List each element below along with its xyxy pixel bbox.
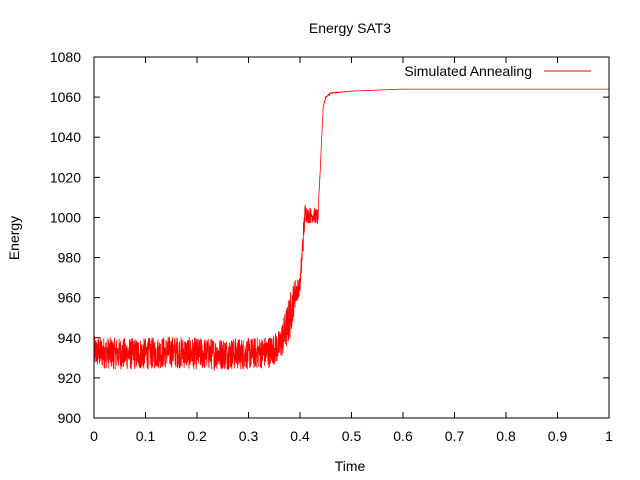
- x-axis-label: Time: [335, 458, 366, 474]
- x-tick-label: 1: [605, 428, 613, 444]
- y-tick-label: 960: [58, 290, 82, 306]
- y-tick-label: 920: [58, 370, 82, 386]
- y-tick-label: 980: [58, 250, 82, 266]
- x-tick-label: 0: [90, 428, 98, 444]
- y-tick-label: 940: [58, 330, 82, 346]
- y-tick-label: 900: [58, 410, 82, 426]
- series-line-simulated-annealing: [93, 88, 609, 372]
- legend: Simulated Annealing: [404, 63, 591, 79]
- x-tick-label: 0.1: [136, 428, 156, 444]
- y-axis-label: Energy: [6, 216, 22, 260]
- x-tick-label: 0.9: [548, 428, 568, 444]
- legend-label-simulated-annealing: Simulated Annealing: [404, 63, 532, 79]
- axis-ticks: [93, 56, 610, 419]
- series-line-group: [93, 88, 609, 372]
- y-tick-label: 1000: [50, 209, 81, 225]
- x-tick-label: 0.8: [496, 428, 516, 444]
- x-tick-label: 0.2: [187, 428, 207, 444]
- y-tick-label: 1060: [50, 89, 81, 105]
- x-tick-label: 0.5: [342, 428, 362, 444]
- x-tick-label: 0.3: [239, 428, 259, 444]
- axis-tick-labels: 0 0.1 0.2 0.3 0.4 0.5 0.6 0.7 0.8 0.9 1 900 920 940 96…: [50, 49, 613, 444]
- chart-title: Energy SAT3: [309, 20, 391, 36]
- y-tick-label: 1080: [50, 49, 81, 65]
- x-tick-label: 0.4: [290, 428, 310, 444]
- x-tick-label: 0.7: [445, 428, 465, 444]
- y-tick-label: 1040: [50, 129, 81, 145]
- y-tick-label: 1020: [50, 169, 81, 185]
- x-tick-label: 0.6: [393, 428, 413, 444]
